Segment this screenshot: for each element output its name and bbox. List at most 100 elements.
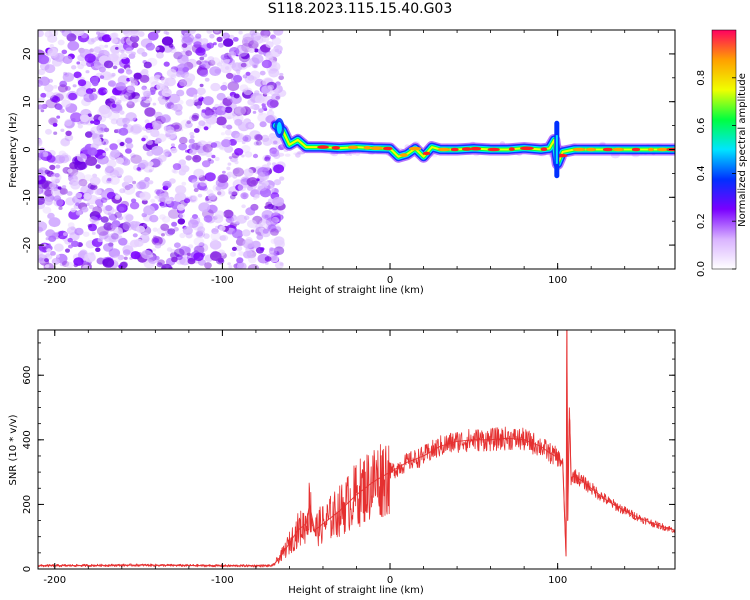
noise-blob xyxy=(236,72,241,75)
noise-blob xyxy=(203,126,209,131)
noise-blob xyxy=(242,250,252,259)
noise-blob xyxy=(116,157,124,164)
noise-blob xyxy=(265,41,274,48)
noise-blob xyxy=(92,137,102,145)
noise-blob xyxy=(228,34,235,40)
noise-blob xyxy=(57,186,62,190)
noise-blob xyxy=(98,115,107,123)
noise-blob xyxy=(114,195,121,200)
noise-blob xyxy=(204,172,216,182)
noise-blob xyxy=(184,32,189,37)
noise-blob xyxy=(249,70,261,80)
noise-blob xyxy=(99,75,105,79)
noise-blob xyxy=(141,232,150,240)
noise-blob xyxy=(57,84,68,93)
noise-blob xyxy=(242,229,251,237)
noise-blob xyxy=(222,97,233,106)
noise-blob xyxy=(50,188,61,196)
noise-blob xyxy=(129,201,140,210)
noise-blob xyxy=(278,210,285,215)
noise-blob xyxy=(226,95,231,100)
signal-onset-core xyxy=(276,121,282,134)
noise-blob xyxy=(91,231,96,235)
noise-blob xyxy=(89,176,101,186)
snr-plot-area xyxy=(38,330,675,569)
noise-blob xyxy=(193,128,200,133)
noise-blob xyxy=(211,154,216,159)
noise-blob xyxy=(125,47,133,54)
noise-blob xyxy=(161,88,172,97)
noise-blob xyxy=(277,89,287,97)
noise-blob xyxy=(185,99,195,107)
noise-blob xyxy=(118,206,125,212)
noise-blob xyxy=(201,186,208,192)
noise-blob xyxy=(63,71,68,76)
noise-blob xyxy=(191,195,197,201)
noise-blob xyxy=(278,75,285,81)
noise-blob xyxy=(197,141,202,146)
noise-blob xyxy=(266,110,275,117)
snr-x-ticks: -200 -100 0 100 xyxy=(43,330,659,586)
noise-blob xyxy=(261,105,267,110)
noise-blob xyxy=(223,209,234,219)
noise-blob xyxy=(264,154,272,161)
noise-blob xyxy=(125,142,134,150)
noise-blob xyxy=(210,231,221,241)
y-tick-label: 10 xyxy=(22,95,33,108)
noise-blob xyxy=(184,247,191,253)
noise-blob xyxy=(236,262,247,269)
noise-blob xyxy=(248,40,259,50)
noise-blob xyxy=(97,130,102,134)
noise-blob xyxy=(238,52,251,63)
noise-blob xyxy=(256,35,267,44)
noise-blob xyxy=(193,188,199,193)
noise-blob xyxy=(73,71,82,79)
colorbar-tick-label: 0.4 xyxy=(696,165,707,181)
noise-blob xyxy=(110,223,117,230)
noise-blob xyxy=(142,223,148,228)
noise-blob xyxy=(209,240,222,250)
noise-blob xyxy=(40,92,47,98)
noise-blob xyxy=(139,74,150,83)
noise-blob xyxy=(70,181,81,190)
noise-blob xyxy=(176,254,183,261)
noise-blob xyxy=(159,202,165,207)
y-tick-label: 0 xyxy=(22,566,33,572)
noise-blob xyxy=(197,125,202,129)
noise-blob xyxy=(199,69,209,77)
noise-blob xyxy=(198,202,211,213)
noise-blob xyxy=(89,117,94,122)
noise-blob xyxy=(202,143,213,153)
noise-blob xyxy=(112,65,118,70)
noise-blob xyxy=(46,155,56,163)
ridge-hotspot xyxy=(656,147,668,152)
x-tick-label: -200 xyxy=(43,575,66,586)
noise-blob xyxy=(44,258,49,263)
ridge-hotspot xyxy=(408,146,422,151)
noise-blob xyxy=(157,259,165,266)
noise-blob xyxy=(132,233,138,238)
noise-blob xyxy=(234,133,243,140)
noise-blob xyxy=(60,138,70,146)
noise-blob xyxy=(85,88,94,95)
noise-blob xyxy=(195,33,202,39)
noise-blob xyxy=(226,171,234,178)
noise-blob xyxy=(130,123,143,134)
noise-blob xyxy=(220,84,228,91)
noise-blob xyxy=(168,266,174,269)
noise-blob xyxy=(118,264,123,269)
ridge-hotspot xyxy=(585,147,597,152)
noise-blob xyxy=(74,227,84,236)
snr-series-keypoints xyxy=(38,330,675,567)
noise-blob xyxy=(68,92,78,101)
noise-blob xyxy=(154,243,162,249)
noise-blob xyxy=(231,246,237,251)
noise-blob xyxy=(87,38,95,45)
noise-blob xyxy=(191,178,200,185)
noise-blob xyxy=(152,237,160,243)
noise-blob xyxy=(211,228,219,235)
noise-blob xyxy=(247,75,255,81)
noise-blob xyxy=(150,129,160,138)
noise-blob xyxy=(234,148,244,156)
noise-blob xyxy=(85,156,98,167)
